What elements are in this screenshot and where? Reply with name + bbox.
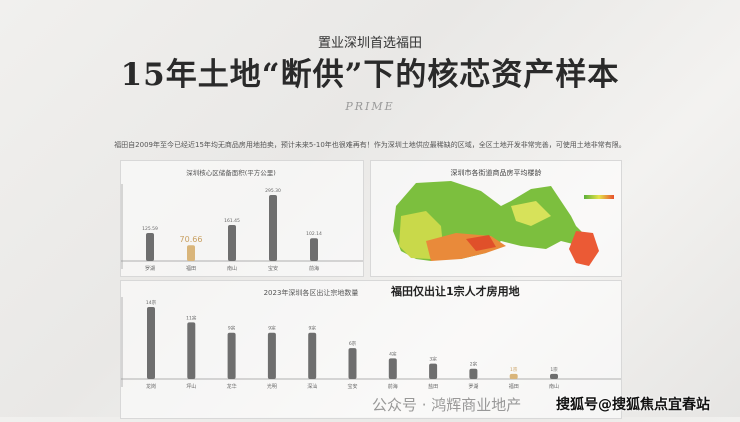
bar-坪山 (187, 322, 196, 379)
bar-深汕 (308, 332, 317, 379)
bar-福田 (509, 373, 518, 379)
map-legend (584, 195, 614, 199)
tick-label: 前海 (388, 383, 398, 390)
data-label: 6宗 (349, 340, 357, 347)
bar-龙华 (227, 332, 236, 379)
prime-logo: PRIME (345, 100, 395, 113)
tick-label: 福田 (186, 265, 196, 272)
data-label: 9宗 (268, 325, 276, 332)
tick-label: 光明 (267, 383, 277, 390)
bar-福田 (187, 245, 195, 261)
data-label: 9宗 (228, 325, 236, 332)
bar-龙岗 (147, 307, 155, 379)
wechat-watermark: 公众号 · 鸿辉商业地产 (372, 396, 522, 414)
tick-label: 龙岗 (146, 383, 156, 390)
tick-label: 前海 (309, 265, 319, 272)
tick-label: 盐田 (428, 383, 438, 390)
data-label: 3宗 (429, 356, 437, 363)
data-label: 295.30 (265, 188, 281, 194)
map-region-east (511, 201, 551, 226)
tick-label: 南山 (549, 383, 559, 390)
map-panel: 深圳市各街道商品房平均楼龄 (370, 160, 622, 277)
data-label: 125.59 (142, 226, 158, 232)
bar-盐田 (429, 363, 438, 379)
bar-宝安 (348, 348, 357, 379)
bar-光明 (267, 332, 276, 379)
chart-title: 深圳核心区储备面积(平方公里) (186, 168, 276, 177)
data-label: 11宗 (186, 314, 197, 321)
bar-罗湖 (469, 368, 478, 379)
reserve-area-chart: 深圳核心区储备面积(平方公里) 125.59 罗湖 70.66 福田 161.45 南山 29… (121, 168, 363, 272)
data-label: 2宗 (470, 361, 478, 368)
tick-label: 福田 (509, 383, 519, 390)
tick-label: 龙华 (227, 383, 237, 390)
reserve-area-chart-panel: 深圳核心区储备面积(平方公里) 125.59 罗湖 70.66 福田 161.45 南山 29… (120, 160, 364, 277)
map-title: 深圳市各街道商品房平均楼龄 (451, 168, 542, 177)
data-label: 70.66 (180, 235, 203, 244)
shenzhen-map: 深圳市各街道商品房平均楼龄 (393, 168, 614, 266)
chart-annotation: 福田仅出让1宗人才房用地 (390, 284, 520, 298)
data-label: 161.45 (224, 218, 240, 224)
data-label: 9宗 (309, 325, 317, 332)
description: 福田自2009年至今已经近15年均无商品房用地拍卖，预计未来5-10年也很难再有… (114, 141, 626, 149)
tick-label: 深汕 (307, 383, 317, 390)
chart-title: 2023年深圳各区出让宗地数量 (264, 288, 359, 297)
data-label: 4宗 (389, 350, 397, 357)
map-region-dapeng (569, 231, 599, 266)
tick-label: 南山 (227, 265, 237, 272)
land-sales-chart-panel: 2023年深圳各区出让宗地数量 福田仅出让1宗人才房用地 14宗龙岗 11宗坪山 9宗龙… (120, 280, 622, 419)
data-label: 1宗 (550, 366, 558, 373)
sohu-watermark: 搜狐号@搜狐焦点宜春站 (556, 397, 710, 413)
bar-前海 (388, 358, 397, 379)
data-label: 102.14 (306, 231, 322, 237)
bar-南山 (550, 373, 558, 379)
tick-label: 宝安 (268, 265, 278, 272)
tick-label: 罗湖 (468, 383, 478, 390)
page-title: 15年土地“断供”下的核芯资产样本 (120, 57, 620, 93)
map-region-futian (466, 235, 496, 251)
tick-label: 宝安 (347, 383, 357, 390)
subtitle: 置业深圳首选福田 (317, 36, 422, 51)
tick-label: 罗湖 (145, 265, 155, 272)
tick-label: 坪山 (186, 383, 196, 390)
bar-罗湖 (146, 232, 154, 261)
bar-宝安 (269, 195, 277, 261)
bar-南山 (228, 224, 236, 261)
bar-前海 (310, 238, 318, 261)
data-label: 14宗 (146, 299, 157, 306)
data-label: 1宗 (510, 366, 518, 373)
